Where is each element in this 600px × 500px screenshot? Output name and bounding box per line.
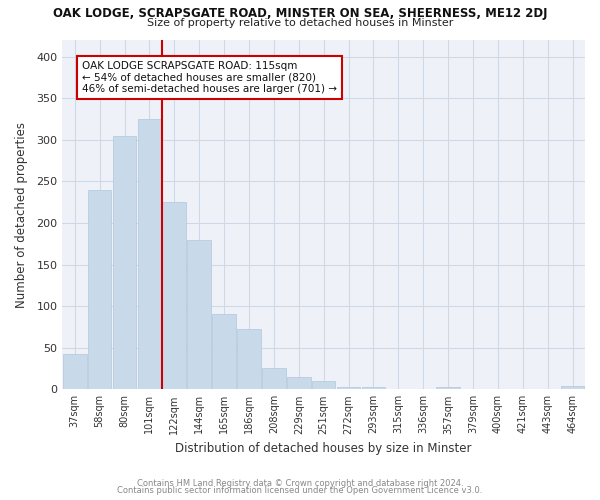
- Bar: [212, 314, 236, 390]
- Text: OAK LODGE, SCRAPSGATE ROAD, MINSTER ON SEA, SHEERNESS, ME12 2DJ: OAK LODGE, SCRAPSGATE ROAD, MINSTER ON S…: [53, 8, 547, 20]
- Bar: [436, 387, 460, 390]
- Bar: [237, 328, 261, 390]
- Bar: [287, 377, 311, 390]
- Bar: [63, 354, 86, 390]
- Y-axis label: Number of detached properties: Number of detached properties: [15, 122, 28, 308]
- Bar: [262, 368, 286, 390]
- Bar: [312, 381, 335, 390]
- Bar: [362, 387, 385, 390]
- Bar: [137, 119, 161, 390]
- Text: Size of property relative to detached houses in Minster: Size of property relative to detached ho…: [147, 18, 453, 28]
- X-axis label: Distribution of detached houses by size in Minster: Distribution of detached houses by size …: [175, 442, 472, 455]
- Bar: [88, 190, 112, 390]
- Text: OAK LODGE SCRAPSGATE ROAD: 115sqm
← 54% of detached houses are smaller (820)
46%: OAK LODGE SCRAPSGATE ROAD: 115sqm ← 54% …: [82, 61, 337, 94]
- Bar: [187, 240, 211, 390]
- Bar: [337, 387, 361, 390]
- Text: Contains HM Land Registry data © Crown copyright and database right 2024.: Contains HM Land Registry data © Crown c…: [137, 478, 463, 488]
- Bar: [561, 386, 584, 390]
- Bar: [113, 136, 136, 390]
- Bar: [163, 202, 186, 390]
- Text: Contains public sector information licensed under the Open Government Licence v3: Contains public sector information licen…: [118, 486, 482, 495]
